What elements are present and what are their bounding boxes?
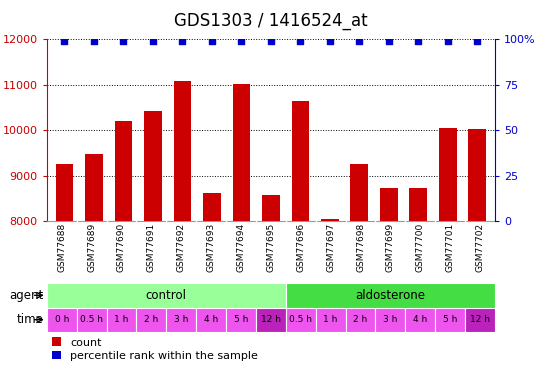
- Bar: [203, 193, 221, 375]
- Legend: count, percentile rank within the sample: count, percentile rank within the sample: [52, 338, 258, 361]
- Bar: [321, 219, 339, 375]
- Point: [326, 38, 334, 44]
- Point: [443, 38, 452, 44]
- Text: 2 h: 2 h: [354, 315, 367, 324]
- Bar: [144, 111, 162, 375]
- Point: [296, 38, 305, 44]
- Bar: [56, 164, 73, 375]
- Text: 5 h: 5 h: [443, 315, 458, 324]
- Text: 2 h: 2 h: [144, 315, 158, 324]
- Text: GSM77695: GSM77695: [266, 223, 276, 272]
- Point: [148, 38, 157, 44]
- Text: GSM77701: GSM77701: [446, 223, 455, 272]
- Text: 3 h: 3 h: [383, 315, 398, 324]
- Text: GSM77693: GSM77693: [207, 223, 216, 272]
- Text: GSM77700: GSM77700: [416, 223, 425, 272]
- Text: 12 h: 12 h: [261, 315, 281, 324]
- Bar: [345, 308, 376, 332]
- Bar: [114, 121, 132, 375]
- Point: [473, 38, 482, 44]
- Text: 4 h: 4 h: [204, 315, 218, 324]
- Bar: [136, 308, 166, 332]
- Bar: [262, 195, 280, 375]
- Text: GSM77697: GSM77697: [326, 223, 335, 272]
- Text: agent: agent: [10, 289, 44, 302]
- Text: GSM77699: GSM77699: [386, 223, 395, 272]
- Bar: [405, 308, 435, 332]
- Point: [414, 38, 423, 44]
- Text: control: control: [146, 289, 187, 302]
- Text: GSM77692: GSM77692: [177, 223, 186, 272]
- Text: 5 h: 5 h: [234, 315, 248, 324]
- Bar: [465, 308, 495, 332]
- Text: GSM77688: GSM77688: [57, 223, 66, 272]
- Point: [90, 38, 98, 44]
- Point: [207, 38, 216, 44]
- Bar: [47, 283, 286, 308]
- Bar: [316, 308, 345, 332]
- Bar: [292, 101, 309, 375]
- Bar: [233, 84, 250, 375]
- Bar: [410, 188, 427, 375]
- Text: time: time: [17, 313, 44, 326]
- Text: GSM77691: GSM77691: [147, 223, 156, 272]
- Point: [355, 38, 364, 44]
- Bar: [286, 308, 316, 332]
- Text: GSM77696: GSM77696: [296, 223, 305, 272]
- Bar: [85, 154, 103, 375]
- Bar: [174, 81, 191, 375]
- Text: 0.5 h: 0.5 h: [289, 315, 312, 324]
- Point: [60, 38, 69, 44]
- Text: 1 h: 1 h: [323, 315, 338, 324]
- Text: GSM77698: GSM77698: [356, 223, 365, 272]
- Bar: [439, 128, 456, 375]
- Text: aldosterone: aldosterone: [355, 289, 425, 302]
- Text: 12 h: 12 h: [470, 315, 490, 324]
- Bar: [256, 308, 286, 332]
- Text: 3 h: 3 h: [174, 315, 189, 324]
- Text: 0 h: 0 h: [54, 315, 69, 324]
- Text: GSM77694: GSM77694: [236, 223, 245, 272]
- Bar: [76, 308, 107, 332]
- Text: GDS1303 / 1416524_at: GDS1303 / 1416524_at: [174, 12, 368, 30]
- Bar: [435, 308, 465, 332]
- Text: GSM77689: GSM77689: [87, 223, 96, 272]
- Bar: [286, 283, 495, 308]
- Point: [384, 38, 393, 44]
- Bar: [107, 308, 136, 332]
- Bar: [350, 164, 368, 375]
- Bar: [376, 308, 405, 332]
- Bar: [166, 308, 196, 332]
- Point: [266, 38, 275, 44]
- Bar: [469, 129, 486, 375]
- Bar: [380, 188, 398, 375]
- Bar: [196, 308, 226, 332]
- Point: [119, 38, 128, 44]
- Text: 1 h: 1 h: [114, 315, 129, 324]
- Point: [237, 38, 246, 44]
- Text: GSM77690: GSM77690: [117, 223, 126, 272]
- Bar: [226, 308, 256, 332]
- Bar: [47, 308, 76, 332]
- Text: 0.5 h: 0.5 h: [80, 315, 103, 324]
- Text: 4 h: 4 h: [413, 315, 427, 324]
- Text: GSM77702: GSM77702: [476, 223, 485, 272]
- Point: [178, 38, 187, 44]
